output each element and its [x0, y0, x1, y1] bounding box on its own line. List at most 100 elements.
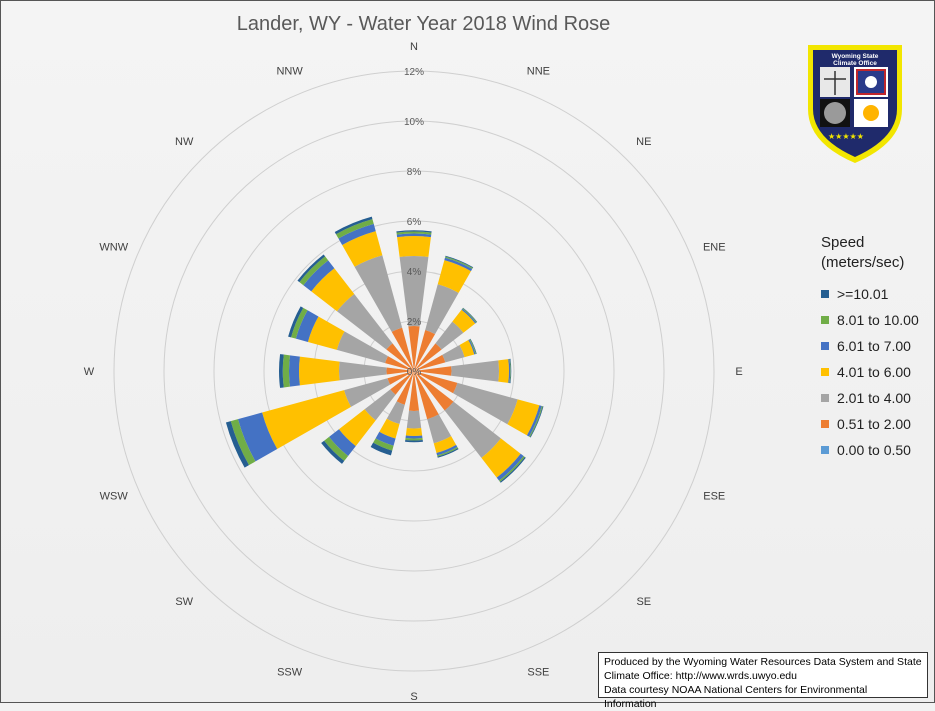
wedge-se-s5 — [499, 456, 525, 482]
direction-label-n: N — [410, 41, 418, 53]
wedge-sw-s2 — [364, 389, 396, 421]
legend-label: 0.00 to 0.50 — [837, 442, 911, 458]
legend-swatch — [821, 316, 829, 324]
wedge-s-s5 — [405, 437, 423, 441]
radial-tick-label: 6% — [407, 217, 422, 228]
wedge-nne-s2 — [425, 284, 459, 335]
wedge-nw-s3 — [311, 268, 355, 312]
wedge-n-s1 — [408, 325, 420, 371]
wedge-nw-s4 — [303, 260, 335, 292]
wedge-sse-s6 — [437, 448, 459, 458]
legend-item: 0.00 to 0.50 — [821, 437, 933, 463]
wedge-n-s6 — [396, 230, 432, 233]
legend-label: >=10.01 — [837, 286, 889, 302]
wedge-sw-s1 — [390, 371, 414, 395]
wedge-nne-s5 — [445, 256, 473, 269]
wedge-se-s1 — [414, 371, 454, 411]
wedge-nnw-s1 — [391, 327, 414, 371]
legend-swatch — [821, 342, 829, 350]
wedge-se-s2 — [444, 401, 501, 458]
legend-item: 8.01 to 10.00 — [821, 307, 933, 333]
wedge-sse-s1 — [414, 371, 439, 420]
wedge-nne-s1 — [414, 330, 436, 371]
legend-swatch — [821, 394, 829, 402]
direction-labels: N NNE NE ENE E ESE SE SSE S SSW SW WSW W WNW NW NNW — [84, 41, 743, 703]
legend-item: 6.01 to 7.00 — [821, 333, 933, 359]
wedge-ne-s6 — [462, 307, 478, 323]
rose-bars — [225, 216, 544, 483]
direction-label-sw: SW — [175, 596, 193, 608]
wedge-ese-s5 — [529, 405, 543, 438]
credit-line-2: Climate Office: http://www.wrds.uwyo.edu — [604, 670, 797, 682]
wedge-ene-s1 — [414, 354, 446, 371]
wedge-s-s3 — [405, 428, 423, 436]
wedge-ssw-s6 — [370, 442, 393, 456]
wedge-nne-s6 — [445, 255, 474, 268]
wedge-ssw-s5 — [373, 438, 394, 451]
radial-tick-label: 0% — [407, 367, 422, 378]
wedge-ne-s5 — [462, 308, 477, 323]
wedge-sse-s3 — [433, 436, 457, 453]
wedge-ene-s3 — [459, 340, 475, 358]
wedge-w-s2 — [338, 361, 387, 381]
wedge-ese-s4 — [526, 405, 542, 437]
legend-title-line2: (meters/sec) — [821, 254, 905, 271]
legend-label: 8.01 to 10.00 — [837, 312, 919, 328]
legend: Speed (meters/sec) >=10.01 8.01 to 10.00 6… — [821, 233, 933, 463]
legend-swatch — [821, 446, 829, 454]
wedge-w-s1 — [386, 367, 414, 375]
direction-label-e: E — [735, 366, 742, 378]
wedge-se-s6 — [499, 456, 526, 483]
wedge-ssw-s2 — [386, 401, 405, 425]
radial-tick-label: 4% — [407, 267, 422, 278]
grid-circle-8 — [213, 170, 615, 572]
wedge-nnw-s4 — [338, 223, 376, 246]
legend-label: 0.51 to 2.00 — [837, 416, 911, 432]
direction-label-se: SE — [636, 596, 651, 608]
wedge-wnw-s4 — [295, 310, 319, 342]
wedge-ne-s1 — [414, 343, 442, 371]
legend-title-line1: Speed — [821, 234, 865, 251]
wedge-sw-s4 — [329, 429, 356, 456]
wedge-ne-s4 — [461, 308, 477, 324]
wedge-s-s4 — [405, 435, 423, 439]
radial-tick-label: 2% — [407, 317, 422, 328]
wedge-ene-s5 — [469, 339, 477, 355]
wedge-ne-s2 — [435, 321, 464, 350]
direction-label-wnw: WNW — [99, 242, 128, 254]
wedge-ssw-s3 — [379, 418, 400, 439]
logo-text: Wyoming State — [832, 53, 879, 60]
wedge-e-s6 — [509, 358, 512, 384]
wedge-s-s2 — [406, 410, 422, 429]
wedge-wsw-s5 — [230, 419, 256, 466]
wedge-s-s6 — [405, 439, 423, 443]
wedge-ese-s3 — [507, 399, 540, 436]
grid-circle-12 — [113, 70, 715, 672]
legend-swatch — [821, 420, 829, 428]
legend-swatch — [821, 368, 829, 376]
chart-title: Lander, WY - Water Year 2018 Wind Rose — [236, 13, 611, 35]
wedge-se-s4 — [496, 453, 524, 481]
wedge-sse-s4 — [436, 444, 458, 456]
wedge-n-s3 — [397, 236, 431, 257]
wedge-nne-s4 — [444, 257, 473, 272]
radial-tick-label: 8% — [407, 167, 422, 178]
wedge-nnw-s3 — [342, 231, 383, 267]
legend-item: >=10.01 — [821, 281, 933, 307]
grid-circle-10 — [163, 120, 665, 622]
wedge-ene-s6 — [470, 338, 477, 354]
legend-swatch — [821, 290, 829, 298]
wedge-se-s3 — [481, 438, 521, 478]
wedge-ne-s3 — [452, 309, 476, 333]
direction-label-ssw: SSW — [277, 666, 303, 678]
radial-tick-label: 10% — [404, 117, 424, 128]
wedge-e-s2 — [451, 360, 499, 382]
wedge-n-s2 — [399, 255, 429, 327]
wedge-s-s1 — [408, 371, 420, 411]
wedge-w-s5 — [282, 354, 290, 388]
wedge-w-s3 — [299, 356, 340, 386]
wedge-ese-s6 — [529, 406, 544, 438]
wedge-sw-s3 — [338, 409, 376, 447]
logo-text: Climate Office — [833, 60, 877, 67]
wedge-ene-s4 — [468, 339, 476, 355]
